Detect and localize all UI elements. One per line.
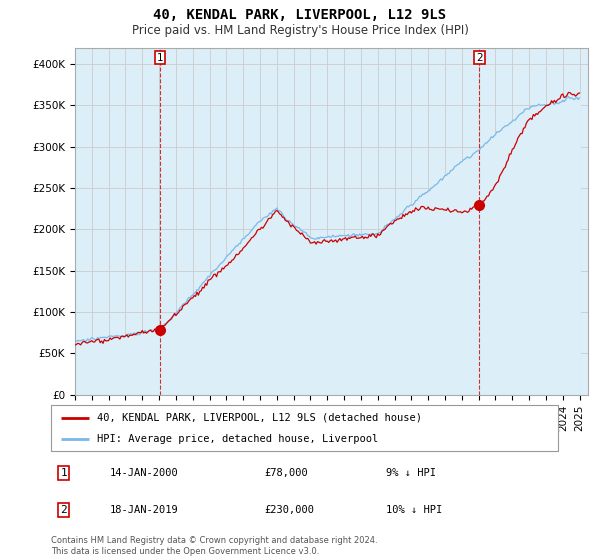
Text: Contains HM Land Registry data © Crown copyright and database right 2024.
This d: Contains HM Land Registry data © Crown c… xyxy=(51,536,377,556)
Text: £230,000: £230,000 xyxy=(264,505,314,515)
Text: 18-JAN-2019: 18-JAN-2019 xyxy=(109,505,178,515)
Text: 40, KENDAL PARK, LIVERPOOL, L12 9LS (detached house): 40, KENDAL PARK, LIVERPOOL, L12 9LS (det… xyxy=(97,413,422,423)
Text: 1: 1 xyxy=(61,468,67,478)
Text: 2: 2 xyxy=(61,505,67,515)
Text: 40, KENDAL PARK, LIVERPOOL, L12 9LS: 40, KENDAL PARK, LIVERPOOL, L12 9LS xyxy=(154,8,446,22)
Text: Price paid vs. HM Land Registry's House Price Index (HPI): Price paid vs. HM Land Registry's House … xyxy=(131,24,469,37)
Text: 14-JAN-2000: 14-JAN-2000 xyxy=(109,468,178,478)
Text: £78,000: £78,000 xyxy=(264,468,308,478)
Text: HPI: Average price, detached house, Liverpool: HPI: Average price, detached house, Live… xyxy=(97,434,378,444)
FancyBboxPatch shape xyxy=(51,405,558,451)
Text: 1: 1 xyxy=(157,53,163,63)
Text: 10% ↓ HPI: 10% ↓ HPI xyxy=(386,505,442,515)
Text: 9% ↓ HPI: 9% ↓ HPI xyxy=(386,468,436,478)
Text: 2: 2 xyxy=(476,53,482,63)
